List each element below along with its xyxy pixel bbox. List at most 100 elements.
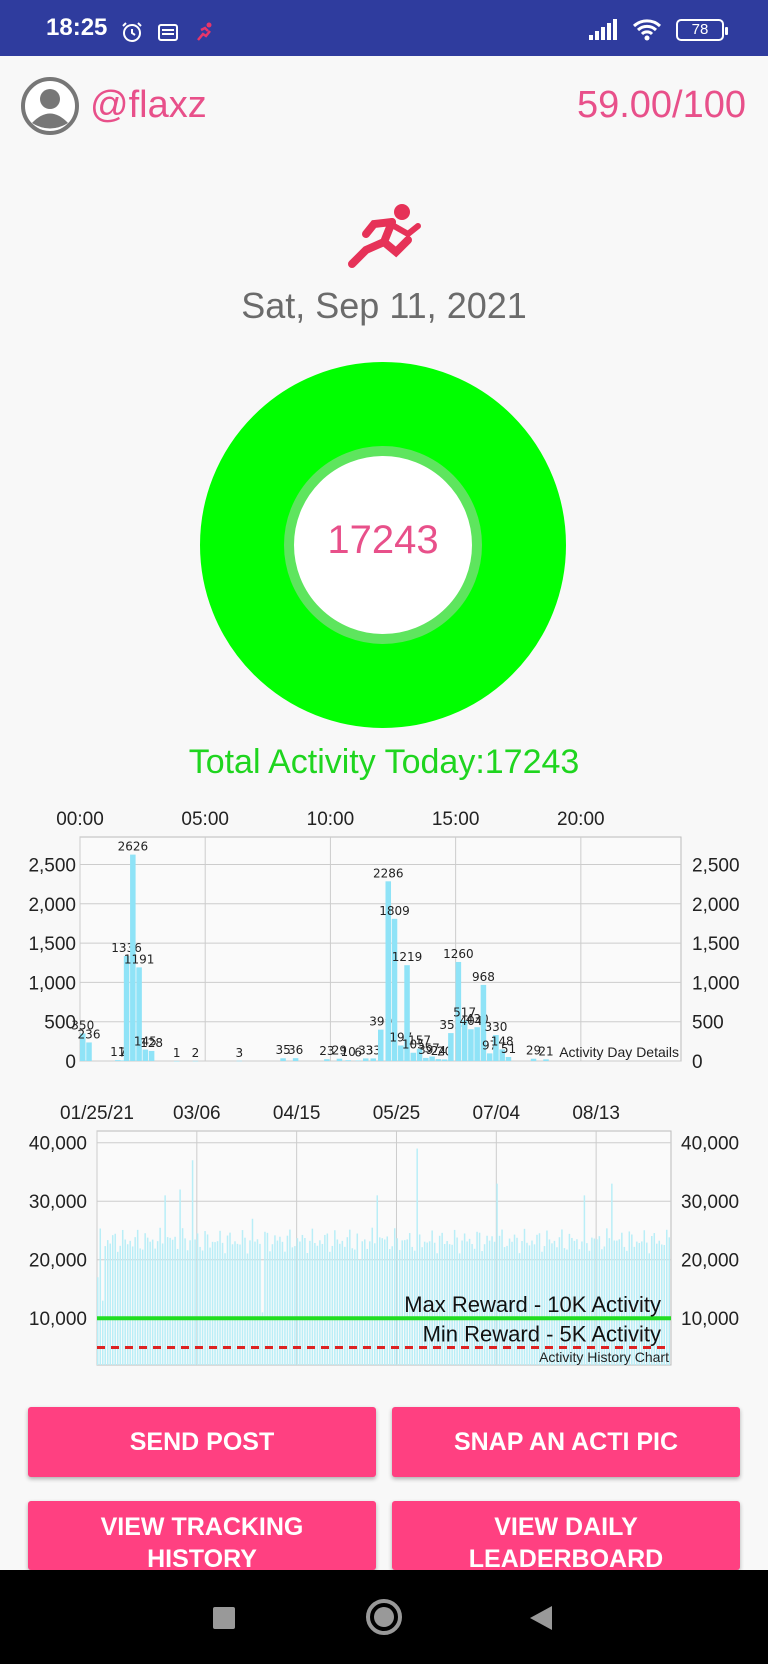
history-chart-bar xyxy=(361,1241,364,1365)
history-chart-bar xyxy=(588,1250,591,1365)
day-chart-bar xyxy=(435,1059,442,1061)
history-chart-bar xyxy=(543,1246,546,1365)
history-chart-bar xyxy=(306,1252,309,1365)
history-chart-bar xyxy=(471,1244,473,1365)
history-chart-bar xyxy=(141,1249,144,1365)
history-chart-bar xyxy=(501,1229,503,1365)
day-chart-data-label: 10 xyxy=(341,1045,356,1059)
history-chart-bar xyxy=(418,1234,421,1365)
history-chart-bar xyxy=(483,1244,486,1365)
avatar-icon[interactable] xyxy=(20,76,80,136)
history-chart-bar xyxy=(371,1227,374,1365)
history-chart-x-tick: 05/25 xyxy=(373,1103,421,1124)
history-chart-bar xyxy=(239,1244,241,1365)
history-chart-bar xyxy=(194,1239,196,1365)
day-chart-bar xyxy=(123,955,130,1061)
day-chart-bar xyxy=(455,961,462,1061)
day-chart-data-label: 7 xyxy=(119,1045,127,1059)
history-chart-bar xyxy=(216,1241,219,1365)
history-chart-bar xyxy=(101,1300,104,1365)
history-chart-bar xyxy=(284,1251,286,1365)
snap-acti-pic-button[interactable]: SNAP AN ACTI PIC xyxy=(392,1407,740,1477)
day-chart-data-label: 517 xyxy=(453,1005,476,1019)
history-chart-bar xyxy=(451,1244,453,1365)
history-chart-bar xyxy=(613,1240,616,1365)
day-chart-x-tick: 05:00 xyxy=(181,809,229,830)
history-chart-bar xyxy=(134,1237,136,1365)
history-chart-bar xyxy=(598,1236,601,1365)
history-chart-bar xyxy=(351,1248,354,1365)
history-chart-bar xyxy=(603,1246,606,1365)
back-button[interactable] xyxy=(528,1604,554,1632)
recents-button[interactable] xyxy=(212,1606,236,1630)
day-chart-data-label: 330 xyxy=(484,1020,507,1034)
day-chart-x-tick: 20:00 xyxy=(557,809,605,830)
history-chart-bar xyxy=(486,1235,488,1365)
history-chart-bar xyxy=(281,1241,284,1365)
history-chart-bar xyxy=(256,1239,259,1365)
history-chart-bar xyxy=(316,1245,319,1365)
history-chart-bar xyxy=(406,1239,408,1365)
history-chart-bar xyxy=(276,1240,279,1365)
day-chart-bar xyxy=(474,1027,480,1061)
day-chart-data-label: 51 xyxy=(501,1042,516,1056)
donut-inner-ring xyxy=(284,446,482,644)
day-chart-x-tick: 10:00 xyxy=(307,809,355,830)
view-tracking-history-button[interactable]: VIEW TRACKING HISTORY xyxy=(28,1501,376,1570)
home-button[interactable] xyxy=(364,1597,404,1637)
history-chart-bar xyxy=(186,1250,189,1365)
day-chart-bar xyxy=(148,1050,155,1061)
history-chart-bar xyxy=(528,1245,531,1365)
history-chart-bar xyxy=(611,1183,613,1365)
day-chart-data-label: 3 xyxy=(235,1046,243,1060)
day-chart-data-label: 1809 xyxy=(379,904,410,918)
history-chart-bar xyxy=(561,1229,563,1365)
day-chart-y-tick-right: 2,000 xyxy=(692,895,740,916)
history-chart-bar xyxy=(99,1228,101,1365)
day-chart-bar xyxy=(292,1058,299,1061)
history-chart-bar xyxy=(204,1231,206,1365)
day-chart-bar xyxy=(429,1056,435,1061)
history-chart-bar xyxy=(309,1240,311,1365)
history-chart-bar xyxy=(541,1251,543,1365)
day-chart-bar xyxy=(410,1052,417,1061)
day-chart-data-label: 350 xyxy=(71,1018,94,1032)
view-daily-leaderboard-button[interactable]: VIEW DAILY LEADERBOARD xyxy=(392,1501,740,1570)
history-chart-bar xyxy=(154,1248,156,1365)
history-chart-bar xyxy=(364,1239,366,1365)
send-post-button[interactable]: SEND POST xyxy=(28,1407,376,1477)
history-chart-bar xyxy=(473,1248,476,1365)
history-chart-bar xyxy=(341,1240,344,1365)
history-chart-bar xyxy=(651,1235,653,1365)
history-chart-bar xyxy=(658,1240,661,1365)
day-chart-bar xyxy=(142,1049,149,1061)
history-chart-bar xyxy=(538,1233,541,1365)
history-chart-bar xyxy=(521,1241,523,1365)
history-chart-bar xyxy=(291,1247,294,1365)
history-chart-bar xyxy=(171,1239,174,1365)
day-chart-y-tick-left: 1,500 xyxy=(28,934,76,955)
history-chart-bar xyxy=(259,1243,261,1365)
day-chart-data-label: 1219 xyxy=(392,950,423,964)
history-chart-x-tick: 08/13 xyxy=(572,1103,620,1124)
history-chart-bar xyxy=(423,1241,426,1365)
day-chart-bar xyxy=(120,1060,126,1061)
day-chart-bar xyxy=(461,1020,468,1061)
history-chart-bar xyxy=(174,1236,176,1365)
history-chart-bar xyxy=(119,1245,121,1365)
history-chart-bar xyxy=(491,1236,493,1365)
history-chart-bar xyxy=(126,1244,129,1365)
history-chart-bar xyxy=(214,1242,216,1365)
day-chart-bar xyxy=(505,1056,512,1061)
history-chart-bar xyxy=(576,1239,578,1365)
day-chart-bar xyxy=(370,1058,376,1061)
day-chart-y-tick-left: 2,500 xyxy=(28,856,76,877)
history-chart-bar xyxy=(596,1239,598,1365)
history-chart-bar xyxy=(493,1241,496,1365)
history-chart-y-tick-right: 30,000 xyxy=(681,1192,739,1213)
day-chart-title: Activity Day Details xyxy=(559,1044,679,1060)
history-chart-bar xyxy=(578,1249,581,1365)
history-chart-bar xyxy=(638,1242,641,1365)
history-chart-bar xyxy=(114,1233,116,1365)
day-chart-data-label: 2286 xyxy=(373,866,404,880)
